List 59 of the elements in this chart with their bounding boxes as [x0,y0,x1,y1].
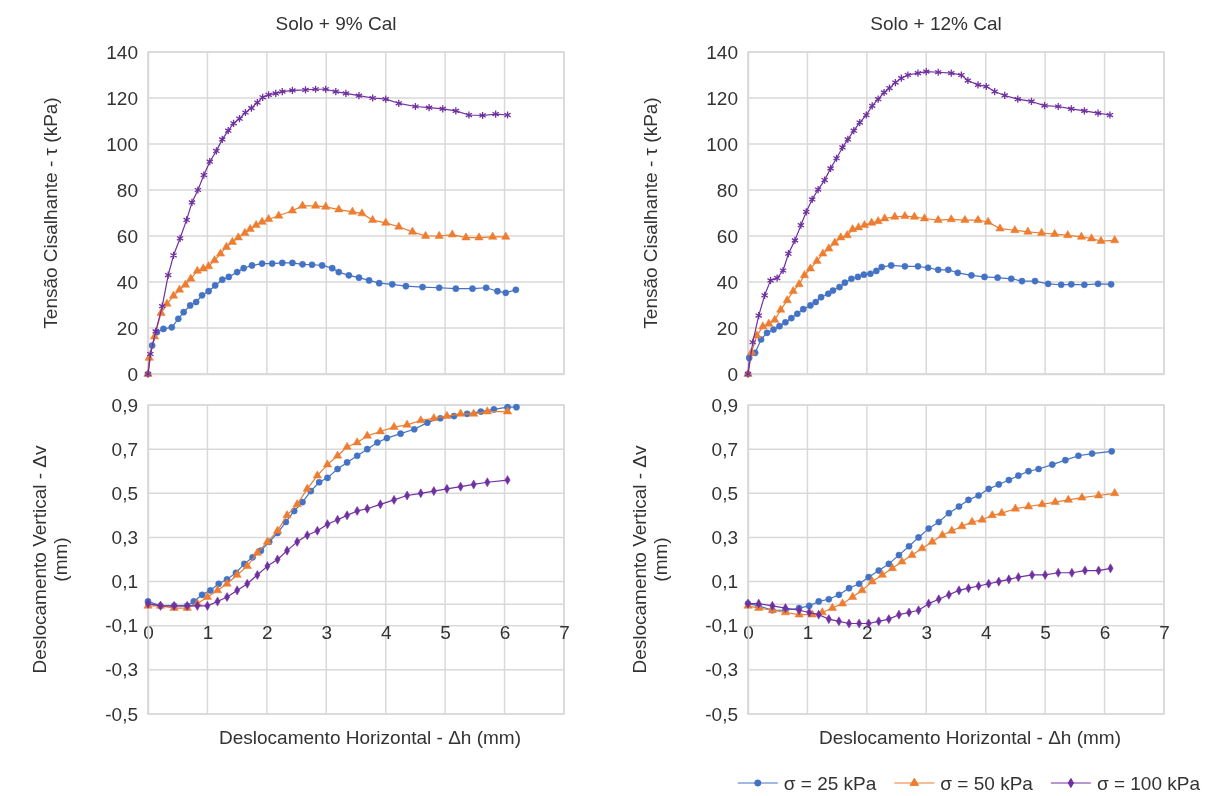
y-tick-label: 0,5 [711,482,738,504]
y-tick-label: 20 [716,317,738,339]
y-tick-label: 120 [106,87,138,109]
y-tick-label: -0,3 [705,659,738,681]
y-axis-title: Tensão Cisalhante - τ (kPa) [39,97,61,329]
x-tick-label: 1 [202,622,214,644]
y-tick-label: 0,3 [111,527,138,549]
x-tick-label: 6 [499,622,511,644]
y-tick-label: 0,1 [711,571,738,593]
y-tick-label: 140 [706,41,738,63]
x-tick-label: 3 [321,622,333,644]
y-tick-label: -0,5 [705,703,738,725]
x-tick-label: 0 [143,622,154,644]
y-tick-label: 0,3 [711,527,738,549]
y-tick-label: 80 [116,179,138,201]
chart-title: Solo + 9% Cal [275,13,397,34]
y-tick-label: -0,5 [105,703,138,725]
y-tick-label: -0,1 [705,615,738,637]
y-tick-label: 20 [116,317,138,339]
x-tick-label: 6 [1099,622,1111,644]
x-axis-title: Deslocamento Horizontal - Δh (mm) [219,727,521,748]
x-tick-label: 3 [921,622,933,644]
y-tick-label: 0,9 [111,394,138,416]
y-tick-label: 40 [716,271,738,293]
y-axis-title: Deslocamento Vertical - Δv (mm) [29,444,72,674]
y-tick-label: 40 [116,271,138,293]
y-tick-label: 80 [716,179,738,201]
chart-title: Solo + 12% Cal [870,13,1002,34]
y-tick-label: -0,1 [105,615,138,637]
y-axis-title: Deslocamento Vertical - Δv (mm) [629,444,672,674]
x-tick-label: 5 [1040,622,1051,644]
x-tick-label: 7 [559,622,570,644]
y-tick-label: 140 [106,41,138,63]
y-tick-label: 0 [127,363,138,385]
x-axis-title: Deslocamento Horizontal - Δh (mm) [819,727,1121,748]
y-tick-label: -0,3 [105,659,138,681]
y-tick-label: 0 [727,363,738,385]
y-tick-label: 0,7 [111,438,138,460]
y-tick-label: 100 [706,133,738,155]
y-tick-label: 120 [706,87,738,109]
x-tick-label: 7 [1159,622,1170,644]
x-tick-label: 5 [440,622,451,644]
x-tick-label: 0 [743,622,754,644]
y-tick-label: 0,7 [711,438,738,460]
x-tick-label: 4 [380,622,392,644]
legend-label: σ = 100 kPa [1096,772,1201,794]
x-tick-label: 4 [980,622,992,644]
x-tick-label: 2 [862,622,873,644]
y-tick-label: 100 [106,133,138,155]
y-tick-label: 0,5 [111,482,138,504]
x-tick-label: 2 [262,622,273,644]
y-tick-label: 0,9 [711,394,738,416]
x-tick-label: 1 [802,622,814,644]
legend-label: σ = 25 kPa [783,772,877,794]
y-tick-label: 60 [716,225,738,247]
legend-label: σ = 50 kPa [940,772,1034,794]
y-tick-label: 60 [116,225,138,247]
y-axis-title: Tensão Cisalhante - τ (kPa) [639,97,661,329]
y-tick-label: 0,1 [111,571,138,593]
